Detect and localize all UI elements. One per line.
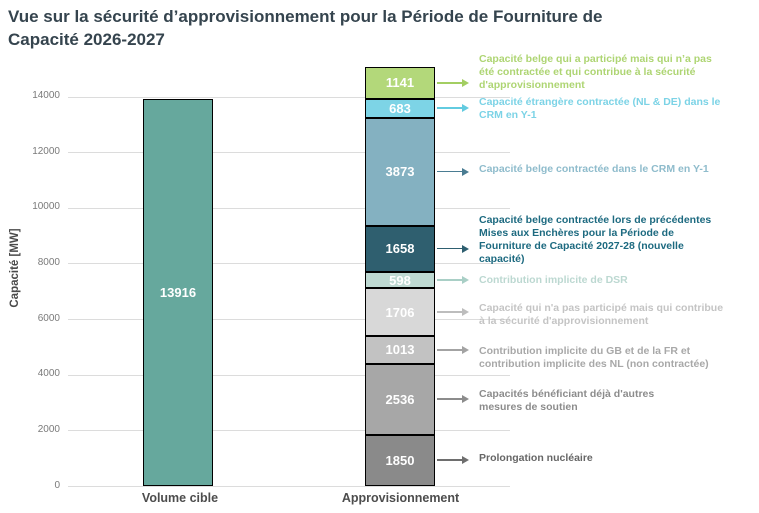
- segment-value-label: 1706: [385, 304, 415, 320]
- segment-annotation: Contribution implicite du GB et de la FR…: [479, 345, 709, 370]
- segment-value-label: 3873: [385, 164, 415, 180]
- y-tick-label: 8000: [37, 256, 60, 268]
- segment-value-label: 13916: [159, 284, 197, 300]
- arrow-head: [462, 456, 469, 465]
- arrow-line: [437, 82, 462, 84]
- arrow-head: [462, 78, 469, 87]
- chart-title: Vue sur la sécurité d’approvisionnement …: [8, 7, 603, 50]
- gridline: [68, 263, 510, 265]
- segment-value-label: 1141: [385, 75, 415, 91]
- arrow-line: [437, 398, 462, 401]
- arrow-line: [437, 107, 462, 110]
- gridline: [68, 430, 510, 432]
- segment-annotation: Capacité qui n'a pas participé mais qui …: [479, 302, 724, 327]
- segment-value-label: 1850: [385, 452, 415, 468]
- segment-annotation: Capacités bénéficiant déjà d'autres mesu…: [479, 388, 655, 413]
- gridline: [68, 374, 510, 376]
- bar-segment: 1013: [365, 335, 435, 364]
- bar-segment: 1706: [365, 288, 435, 336]
- arrow-line: [437, 349, 462, 351]
- bar-segment: 1658: [365, 225, 435, 272]
- x-axis-label-volume-cible: Volume cible: [141, 491, 219, 505]
- y-tick-label: 14000: [32, 90, 60, 101]
- gridline: [68, 486, 510, 487]
- segment-annotation: Capacité belge contractée dans le CRM en…: [479, 163, 709, 175]
- arrow-line: [437, 170, 462, 173]
- segment-value-label: 683: [389, 100, 411, 116]
- bar-segment: 13916: [143, 98, 213, 486]
- arrow-head: [462, 276, 469, 284]
- arrow-head: [462, 345, 469, 354]
- bar-segment: 683: [365, 98, 435, 118]
- segment-annotation: Capacité belge qui a participé mais qui …: [479, 53, 712, 91]
- y-tick-label: 0: [54, 479, 60, 491]
- y-tick-label: 4000: [37, 368, 60, 380]
- segment-value-label: 1013: [385, 342, 415, 358]
- gridline: [68, 319, 510, 321]
- arrow-line: [437, 311, 462, 313]
- y-axis-title: Capacité [MW]: [9, 228, 21, 308]
- segment-value-label: 2536: [385, 391, 415, 407]
- arrow-head: [462, 244, 469, 253]
- arrow-head: [462, 395, 469, 404]
- gridline: [68, 96, 510, 98]
- bar-segment: 598: [365, 271, 435, 289]
- x-axis-label-approvisionnement: Approvisionnement: [341, 491, 460, 505]
- gridline: [68, 207, 510, 209]
- segment-annotation: Capacité étrangère contractée (NL & DE) …: [479, 96, 721, 121]
- arrow-head: [462, 104, 469, 113]
- bar-segment: 3873: [365, 117, 435, 226]
- y-tick-label: 6000: [37, 312, 60, 324]
- arrow-line: [437, 247, 462, 250]
- segment-value-label: 1658: [385, 241, 415, 257]
- segment-annotation: Prolongation nucléaire: [479, 452, 593, 464]
- bar-segment: 2536: [365, 363, 435, 435]
- arrow-head: [462, 308, 469, 317]
- arrow-head: [462, 167, 469, 176]
- y-tick-label: 12000: [32, 145, 60, 157]
- segment-annotation: Capacité belge contractée lors de précéd…: [479, 214, 712, 265]
- gridline: [68, 152, 510, 154]
- bar-segment: 1850: [365, 434, 435, 486]
- arrow-line: [437, 279, 462, 281]
- segment-value-label: 598: [389, 272, 411, 288]
- y-tick-label: 10000: [32, 201, 60, 213]
- segment-annotation: Contribution implicite de DSR: [479, 274, 628, 286]
- y-tick-label: 2000: [37, 423, 60, 435]
- bar-segment: 1141: [365, 67, 435, 99]
- arrow-line: [437, 459, 462, 462]
